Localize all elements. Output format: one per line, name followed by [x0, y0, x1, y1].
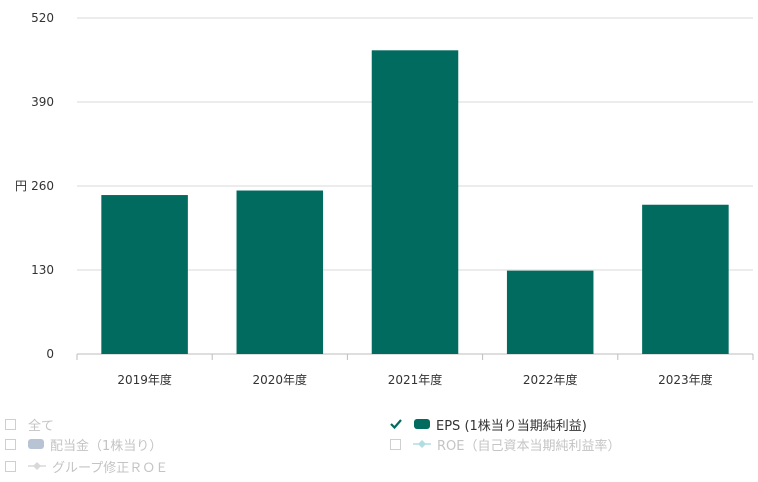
- all-checkbox[interactable]: [5, 418, 16, 430]
- bar-2023年度[interactable]: [642, 204, 729, 354]
- x-tick-label: 2019年度: [117, 372, 172, 387]
- legend-dividend[interactable]: 配当金（1株当り）: [5, 435, 163, 454]
- bar-2022年度[interactable]: [506, 270, 594, 354]
- legend-all[interactable]: 全て: [5, 415, 55, 434]
- legend-dividend-label: 配当金（1株当り）: [50, 438, 163, 454]
- legend-roe-label: ROE（自己資本当期純利益率）: [437, 438, 621, 454]
- bar-2021年度[interactable]: [371, 50, 459, 355]
- y-axis-label: 円: [15, 179, 27, 193]
- legend-group-roe-label: グループ修正ＲＯＥ: [52, 460, 169, 476]
- legend-group-roe[interactable]: グループ修正ＲＯＥ: [5, 457, 169, 476]
- y-axis-ticks: 520 390 260 130 0: [31, 11, 54, 361]
- bar-2020年度[interactable]: [236, 190, 324, 354]
- eps-check-icon[interactable]: [390, 418, 402, 430]
- y-tick-label: 390: [31, 95, 54, 109]
- bar-2019年度[interactable]: [101, 195, 188, 354]
- roe-checkbox[interactable]: [390, 438, 401, 450]
- y-tick-label: 260: [31, 179, 54, 193]
- bars: [101, 50, 729, 355]
- roe-swatch: [413, 439, 431, 449]
- x-tick-label: 2020年度: [253, 372, 308, 387]
- dividend-swatch: [28, 439, 44, 449]
- y-tick-label: 130: [31, 263, 54, 277]
- x-tick-label: 2023年度: [658, 372, 713, 387]
- legend-eps[interactable]: EPS (1株当り当期純利益): [390, 415, 587, 434]
- group-roe-swatch: [28, 461, 46, 471]
- legend-all-label: 全て: [28, 418, 55, 434]
- x-tick-label: 2022年度: [523, 372, 578, 387]
- x-axis-ticks: 2019年度 2020年度 2021年度 2022年度 2023年度: [76, 354, 754, 387]
- eps-swatch: [414, 419, 430, 429]
- group-roe-checkbox[interactable]: [5, 460, 16, 472]
- y-tick-label: 520: [31, 11, 54, 25]
- legend-roe[interactable]: ROE（自己資本当期純利益率）: [390, 435, 621, 454]
- x-tick-label: 2021年度: [388, 372, 443, 387]
- dividend-checkbox[interactable]: [5, 438, 16, 450]
- y-tick-label: 0: [46, 347, 54, 361]
- legend-eps-label: EPS (1株当り当期純利益): [436, 418, 587, 434]
